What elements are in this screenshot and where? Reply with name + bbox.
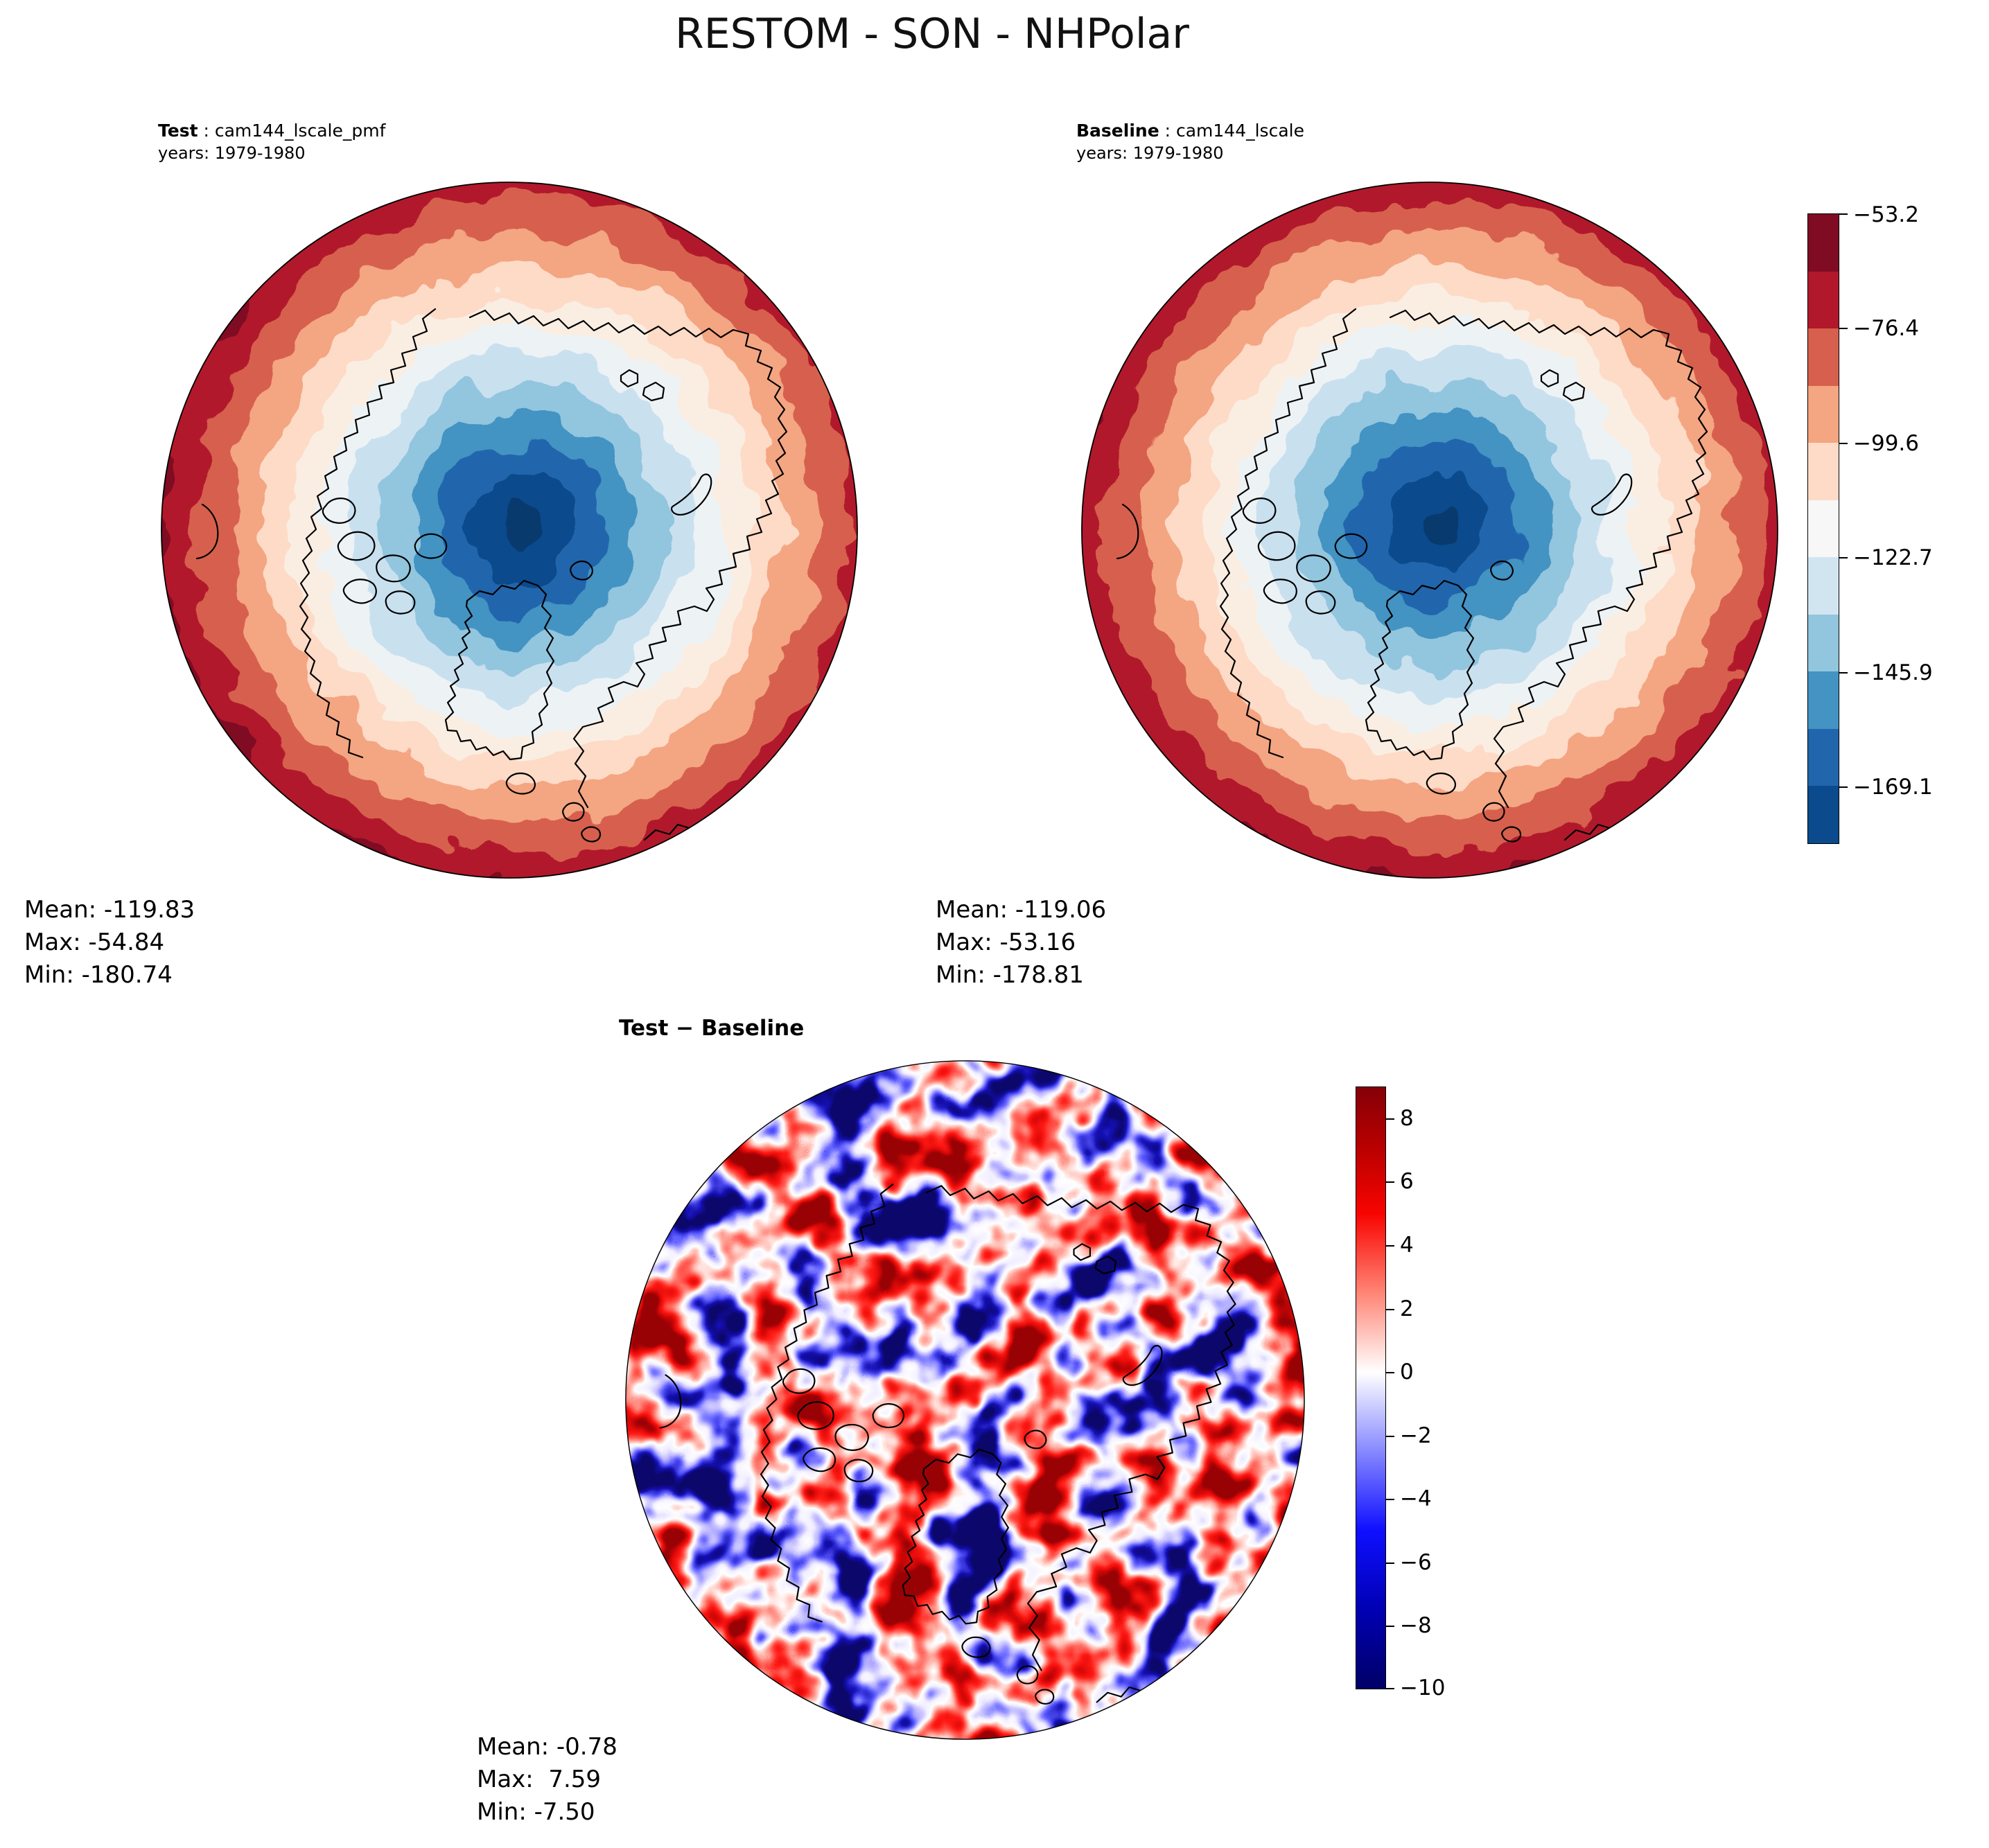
diff-map-field — [625, 1060, 1305, 1740]
colorbar-tick — [1386, 1563, 1394, 1564]
colorbar-tick-label: −169.1 — [1853, 775, 1933, 800]
colorbar-tick — [1386, 1372, 1394, 1373]
diff-stats: Mean: -0.78 Max: 7.59 Min: -7.50 — [477, 1731, 617, 1829]
colorbar-tick-label: 4 — [1400, 1233, 1414, 1258]
colorbar-tick-label: −53.2 — [1853, 202, 1919, 227]
colorbar-band — [1808, 214, 1839, 272]
map-boundary — [625, 1060, 1305, 1740]
colorbar-band — [1808, 671, 1839, 729]
colorbar-band — [1808, 786, 1839, 844]
test-max: Max: -54.84 — [24, 929, 165, 956]
colorbar-tick — [1839, 672, 1848, 674]
colorbar-tick — [1839, 443, 1848, 444]
map-boundary — [161, 182, 858, 879]
test-label-source: : cam144_lscale_pmf — [198, 121, 386, 141]
diff-colorbar-bar — [1356, 1086, 1386, 1689]
baseline-map-panel — [1080, 180, 1780, 883]
colorbar-band — [1808, 728, 1839, 786]
baseline-stats: Mean: -119.06 Max: -53.16 Min: -178.81 — [936, 894, 1106, 992]
baseline-map-plot — [1081, 182, 1778, 879]
test-stats: Mean: -119.83 Max: -54.84 Min: -180.74 — [24, 894, 195, 992]
test-label-name: Test — [158, 121, 198, 141]
test-panel-source: Test : cam144_lscale_pmf — [158, 119, 385, 142]
test-panel-years: years: 1979-1980 — [158, 143, 306, 163]
colorbar-tick-label: 2 — [1400, 1296, 1414, 1321]
map-boundary — [1081, 182, 1778, 879]
colorbar-tick-label: 8 — [1400, 1106, 1414, 1131]
test-mean: Mean: -119.83 — [24, 896, 195, 924]
colorbar-tick-label: −4 — [1400, 1486, 1432, 1511]
test-panel-label: Test : cam144_lscale_pmf years: 1979-198… — [158, 119, 385, 165]
diff-panel-title: Test − Baseline — [619, 1016, 805, 1041]
colorbar-tick — [1839, 557, 1848, 558]
baseline-max: Max: -53.16 — [936, 929, 1076, 956]
test-map-plot — [161, 182, 858, 879]
colorbar-tick — [1386, 1688, 1394, 1689]
baseline-panel-source: Baseline : cam144_lscale — [1076, 119, 1304, 142]
colorbar-tick — [1386, 1181, 1394, 1183]
colorbar-band — [1808, 443, 1839, 500]
colorbar-band — [1808, 557, 1839, 615]
diff-map-plot — [625, 1060, 1305, 1740]
baseline-mean: Mean: -119.06 — [936, 896, 1107, 924]
colorbar-tick — [1386, 1499, 1394, 1500]
colorbar-tick — [1386, 1245, 1394, 1247]
colorbar-band — [1808, 271, 1839, 329]
colorbar-tick-label: −99.6 — [1853, 431, 1919, 456]
colorbar-tick — [1386, 1436, 1394, 1437]
colorbar-tick-label: −2 — [1400, 1423, 1432, 1448]
colorbar-tick — [1839, 328, 1848, 329]
colorbar-tick-label: −6 — [1400, 1550, 1432, 1575]
colorbar-tick-label: −145.9 — [1853, 660, 1933, 685]
figure-title: RESTOM - SON - NHPolar — [675, 10, 1189, 58]
colorbar-band — [1808, 328, 1839, 386]
baseline-label-source: : cam144_lscale — [1159, 121, 1304, 141]
baseline-panel-years: years: 1979-1980 — [1076, 143, 1224, 163]
colorbar-tick — [1386, 1626, 1394, 1627]
diff-min: Min: -7.50 — [477, 1798, 595, 1826]
diff-colorbar: 8 6 4 2 0 −2 −4 −6 −8 −10 — [1356, 1086, 1522, 1700]
colorbar-tick-label: −10 — [1400, 1675, 1446, 1700]
test-map-contours — [161, 182, 857, 878]
diff-max: Max: 7.59 — [477, 1766, 602, 1793]
baseline-panel-label: Baseline : cam144_lscale years: 1979-198… — [1076, 119, 1304, 165]
diff-map-panel — [624, 1059, 1306, 1744]
colorbar-band — [1808, 614, 1839, 672]
colorbar-tick — [1839, 786, 1848, 788]
colorbar-tick-label: −8 — [1400, 1613, 1432, 1638]
test-min: Min: -180.74 — [24, 961, 173, 989]
colorbar-tick-label: −122.7 — [1853, 545, 1933, 570]
baseline-min: Min: -178.81 — [936, 961, 1084, 989]
baseline-map-contours — [1082, 182, 1778, 878]
colorbar-tick — [1386, 1309, 1394, 1310]
colorbar-band — [1808, 500, 1839, 558]
colorbar-band — [1808, 385, 1839, 443]
main-colorbar-bar — [1807, 213, 1839, 844]
colorbar-tick-label: −76.4 — [1853, 316, 1919, 341]
baseline-label-name: Baseline — [1076, 121, 1159, 141]
colorbar-tick — [1386, 1118, 1394, 1120]
colorbar-tick-label: 6 — [1400, 1169, 1414, 1194]
colorbar-tick-label: 0 — [1400, 1359, 1414, 1384]
diff-mean: Mean: -0.78 — [477, 1733, 617, 1761]
test-map-panel — [159, 180, 859, 883]
main-colorbar: −53.2 −76.4 −99.6 −122.7 −145.9 −169.1 — [1807, 202, 1988, 845]
colorbar-tick — [1839, 213, 1848, 215]
